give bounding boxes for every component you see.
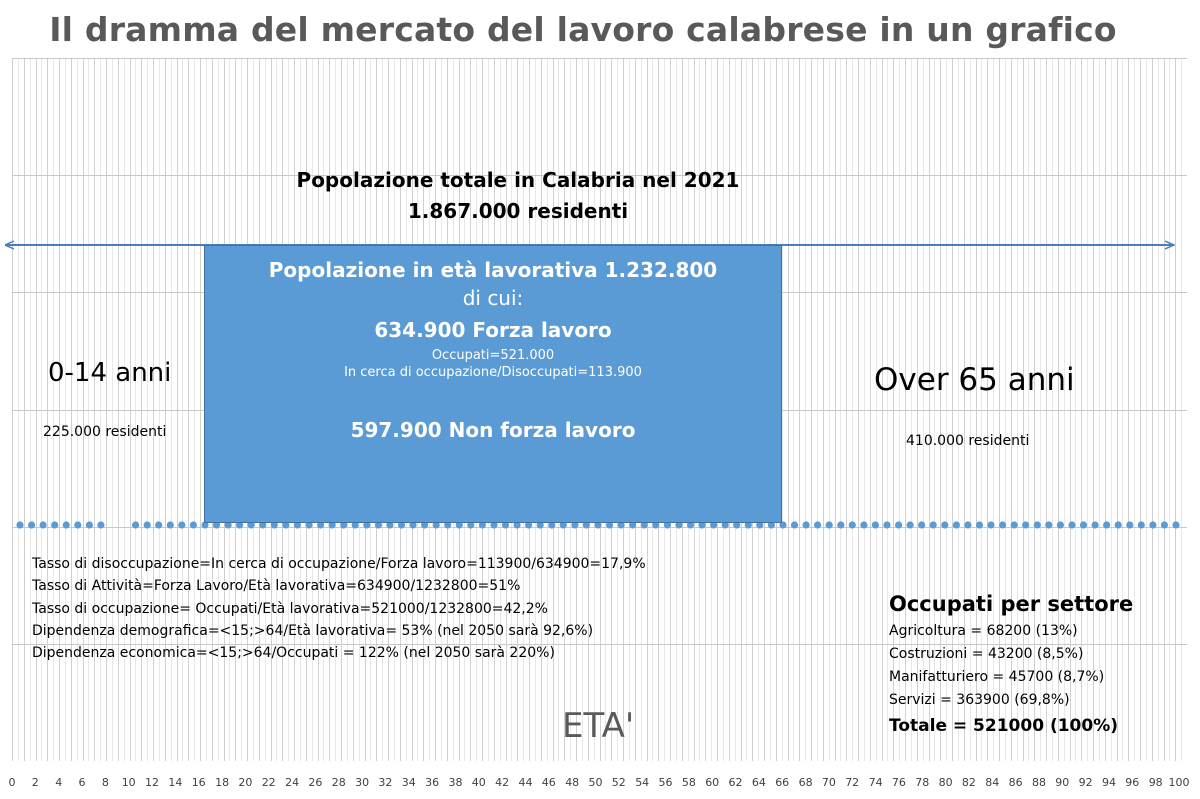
working-age-headline: Popolazione in età lavorativa 1.232.800 [268,258,718,282]
axis-tick-label: 24 [285,776,300,789]
sector-item-agriculture: Agricoltura = 68200 (13%) [889,623,1078,639]
axis-tick-label: 40 [471,776,486,789]
axis-tick-label: 98 [1148,776,1163,789]
working-age-of-which: di cui: [462,286,524,310]
young-residents: 225.000 residenti [43,424,167,440]
axis-tick-label: 62 [728,776,743,789]
axis-tick-label: 48 [565,776,580,789]
unemployed: In cerca di occupazione/Disoccupati=113.… [344,365,642,380]
rate-activity: Tasso di Attività=Forza Lavoro/Età lavor… [32,578,521,595]
axis-tick-label: 52 [611,776,626,789]
axis-tick-label: 60 [705,776,720,789]
axis-tick-label: 14 [168,776,183,789]
axis-tick-label: 84 [985,776,1000,789]
axis-tick-label: 38 [448,776,463,789]
axis-label: ETA' [562,706,635,746]
axis-tick-label: 72 [845,776,860,789]
rate-economic-dependency: Dipendenza economica=<15;>64/Occupati = … [32,645,555,662]
axis-tick-label: 42 [495,776,510,789]
axis-tick-label: 6 [78,776,86,789]
axis-tick-label: 8 [101,776,109,789]
axis-tick-label: 58 [681,776,696,789]
axis-tick-label: 0 [8,776,16,789]
rate-employment: Tasso di occupazione= Occupati/Età lavor… [32,600,548,617]
axis-tick-label: 46 [541,776,556,789]
axis-tick-label: 70 [821,776,836,789]
axis-tick-label: 12 [145,776,159,789]
axis-tick-label: 86 [1008,776,1023,789]
axis-tick-label: 54 [635,776,650,789]
chart-title: Il dramma del mercato del lavoro calabre… [49,10,1117,49]
sector-item-construction: Costruzioni = 43200 (8,5%) [889,646,1084,662]
axis-tick-label: 80 [938,776,953,789]
axis-tick-label: 10 [121,776,136,789]
axis-tick-label: 94 [1102,776,1116,789]
axis-tick-label: 96 [1125,776,1140,789]
axis-tick-label: 76 [891,776,906,789]
axis-tick-label: 78 [915,776,930,789]
axis-tick-label: 66 [775,776,790,789]
axis-tick-label: 64 [751,776,766,789]
axis-tick-label: 28 [331,776,346,789]
non-labor-force: 597.900 Non forza lavoro [350,418,636,442]
employed: Occupati=521.000 [431,348,555,363]
population-total-line2: 1.867.000 residenti [407,199,629,223]
axis-tick-label: 4 [55,776,63,789]
axis-tick-label: 68 [798,776,813,789]
axis-tick-label: 82 [961,776,976,789]
rate-demographic-dependency: Dipendenza demografica=<15;>64/Età lavor… [32,622,594,639]
sector-item-manufacturing: Manifatturiero = 45700 (8,7%) [889,669,1105,685]
population-total: Popolazione totale in Calabria nel 2021 … [0,165,1036,227]
axis-tick-label: 16 [191,776,206,789]
axis-tick-label: 34 [401,776,416,789]
axis-tick-label: 2 [31,776,39,789]
axis-tick-label: 74 [868,776,883,789]
axis-tick-label: 26 [308,776,323,789]
axis-tick-label: 22 [261,776,276,789]
axis-tick-label: 30 [355,776,370,789]
axis-tick-label: 92 [1078,776,1093,789]
old-residents: 410.000 residenti [906,433,1030,449]
working-age-box: Popolazione in età lavorativa 1.232.800 … [204,245,782,523]
axis-tick-label: 100 [1168,776,1190,789]
sector-item-services: Servizi = 363900 (69,8%) [889,692,1070,708]
sector-total: Totale = 521000 (100%) [889,716,1119,736]
axis-tick-label: 36 [425,776,440,789]
axis-tick-label: 50 [588,776,603,789]
axis-tick-label: 20 [238,776,253,789]
axis-tick-label: 44 [518,776,533,789]
axis-tick-label: 90 [1055,776,1070,789]
sector-panel: Occupati per settore Agricoltura = 68200… [889,592,1133,736]
young-label: 0-14 anni [48,358,172,388]
axis-tick-label: 32 [378,776,393,789]
sector-title: Occupati per settore [889,592,1134,616]
rate-unemployment: Tasso di disoccupazione=In cerca di occu… [32,556,646,572]
old-label: Over 65 anni [874,362,1075,398]
axis-tick-label: 18 [215,776,230,789]
axis-tick-label: 56 [658,776,673,789]
rates-list: Tasso di disoccupazione=In cerca di occu… [32,553,646,664]
population-total-line1: Popolazione totale in Calabria nel 2021 [296,168,740,192]
axis-tick-label: 88 [1032,776,1046,789]
labor-force: 634.900 Forza lavoro [374,318,612,342]
